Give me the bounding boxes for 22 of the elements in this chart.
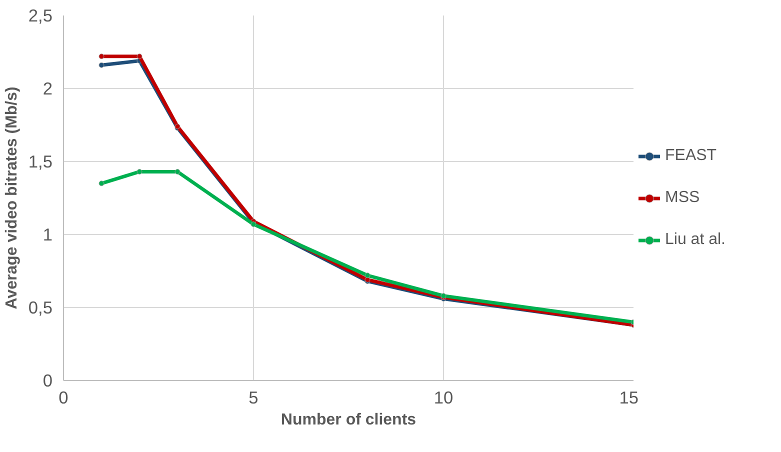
x-tick-label: 0	[58, 388, 68, 408]
x-tick-label: 15	[619, 388, 639, 408]
point	[98, 54, 104, 60]
point	[136, 168, 142, 174]
y-tick-label: 1	[42, 224, 53, 244]
point	[174, 168, 180, 174]
x-tick-label: 5	[248, 388, 258, 408]
y-tick-label: 2	[42, 78, 53, 98]
y-tick-label: 0	[42, 370, 53, 390]
y-axis-title: Average video bitrates (Mb/s)	[3, 86, 20, 310]
point	[98, 180, 104, 186]
legend-label: MSS	[665, 188, 700, 206]
y-tick-label: 2,5	[28, 6, 53, 26]
y-tick-label: 0,5	[28, 298, 53, 318]
y-tick-label: 1,5	[28, 152, 53, 172]
legend-label: FEAST	[665, 146, 717, 164]
point	[364, 272, 370, 278]
point	[136, 54, 142, 60]
legend-label: Liu at al.	[665, 230, 726, 248]
x-tick-label: 10	[434, 388, 454, 408]
x-axis-title: Number of clients	[280, 412, 416, 428]
point	[98, 62, 104, 68]
